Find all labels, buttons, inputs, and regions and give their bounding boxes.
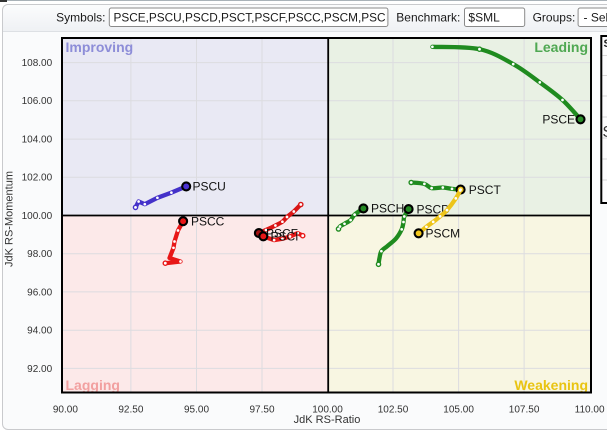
svg-text:Leading: Leading: [534, 39, 588, 55]
svg-text:Lagging: Lagging: [66, 377, 120, 393]
svg-text:PSCE: PSCE: [542, 113, 575, 127]
svg-text:96.00: 96.00: [27, 287, 52, 298]
svg-text:107.50: 107.50: [509, 405, 540, 416]
svg-text:106.00: 106.00: [22, 96, 53, 107]
svg-text:PSCC: PSCC: [191, 214, 225, 228]
svg-text:108.00: 108.00: [22, 58, 53, 69]
svg-text:100.00: 100.00: [312, 405, 343, 416]
svg-text:98.00: 98.00: [27, 249, 52, 260]
svg-text:102.00: 102.00: [22, 173, 53, 184]
svg-text:PSCT: PSCT: [469, 183, 502, 197]
svg-text:JdK RS-Momentum: JdK RS-Momentum: [4, 171, 16, 267]
svg-text:Benchmark:: Benchmark:: [396, 11, 460, 25]
svg-text:- Select -: - Select -: [584, 11, 607, 25]
svg-text:104.00: 104.00: [22, 135, 53, 146]
svg-text:110.00: 110.00: [575, 405, 605, 416]
svg-text:Symbols:: Symbols:: [56, 11, 105, 25]
svg-text:PSCM: PSCM: [426, 227, 461, 241]
svg-text:Improving: Improving: [66, 39, 134, 55]
svg-text:94.00: 94.00: [27, 326, 52, 337]
svg-text:95.00: 95.00: [184, 405, 209, 416]
svg-text:PSCU: PSCU: [193, 180, 226, 194]
svg-text:JdK RS-Ratio: JdK RS-Ratio: [294, 414, 361, 426]
svg-text:92.50: 92.50: [118, 405, 143, 416]
svg-text:92.00: 92.00: [27, 364, 52, 375]
svg-text:PSCH: PSCH: [371, 202, 404, 216]
svg-text:PSCI: PSCI: [271, 230, 299, 244]
svg-text:S: S: [603, 124, 607, 141]
svg-text:Weakening: Weakening: [514, 377, 588, 393]
svg-text:102.50: 102.50: [378, 405, 409, 416]
svg-text:PSCE,PSCU,PSCD,PSCT,PSCF,PSCC,: PSCE,PSCU,PSCD,PSCT,PSCF,PSCC,PSCM,PSCH,…: [114, 11, 425, 25]
svg-text:105.00: 105.00: [443, 405, 474, 416]
svg-text:100.00: 100.00: [22, 211, 53, 222]
svg-text:$SML: $SML: [468, 11, 500, 25]
svg-text:97.50: 97.50: [249, 405, 274, 416]
svg-text:S: S: [604, 38, 607, 50]
svg-text:Groups:: Groups:: [533, 11, 576, 25]
svg-text:90.00: 90.00: [53, 405, 78, 416]
